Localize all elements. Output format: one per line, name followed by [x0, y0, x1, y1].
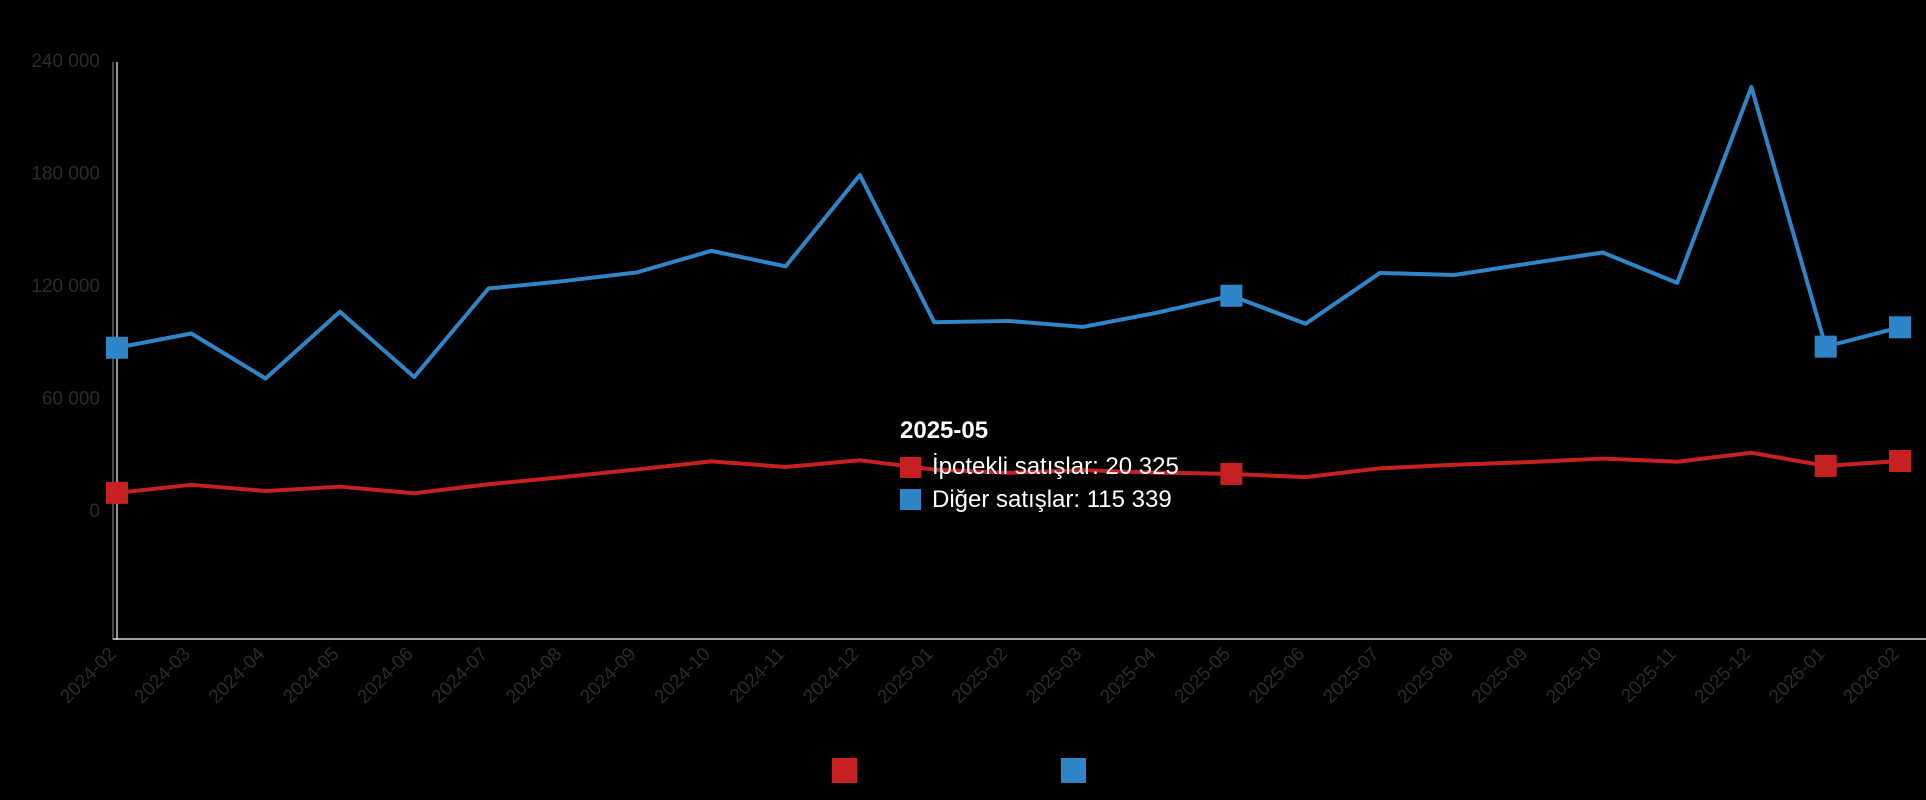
data-point-marker[interactable] [106, 336, 128, 359]
y-tick-label: 60 000 [42, 389, 100, 410]
x-tick-label: 2024-04 [205, 643, 269, 707]
x-tick-label: 2026-02 [1839, 644, 1903, 708]
x-tick-label: 2024-11 [726, 644, 789, 707]
x-tick-label: 2024-06 [354, 644, 418, 708]
x-tick-label: 2026-01 [1765, 644, 1829, 708]
y-tick-label: 0 [89, 501, 100, 522]
x-tick-label: 2024-08 [502, 644, 566, 708]
x-tick-label: 2025-11 [1617, 644, 1680, 707]
x-tick-label: 2025-05 [1171, 644, 1235, 708]
data-point-marker[interactable] [1889, 316, 1911, 339]
legend-item-mortgage[interactable]: İpotekli satışlar [832, 757, 865, 783]
legend-item-other[interactable]: Diğer satışlar [1061, 757, 1094, 783]
chart-legend: İpotekli satışlar Diğer satışlar [0, 752, 1926, 788]
series-group [115, 84, 1902, 496]
x-tick-label: 2024-09 [576, 644, 640, 708]
y-tick-label: 120 000 [31, 276, 100, 297]
marker-group[interactable] [106, 284, 1911, 504]
x-tick-label: 2025-01 [874, 644, 938, 708]
x-tick-label: 2025-02 [948, 644, 1012, 708]
x-tick-label: 2025-04 [1096, 643, 1160, 707]
x-tick-label: 2025-10 [1542, 644, 1606, 708]
x-tick-label: 2024-05 [279, 644, 343, 708]
legend-swatch-mortgage[interactable] [832, 757, 857, 783]
series-line-mortgage [115, 450, 1902, 496]
legend-swatch-other[interactable] [1061, 757, 1086, 783]
x-tick-label: 2024-02 [56, 644, 120, 708]
x-tick-label: 2024-03 [131, 644, 195, 708]
x-tick-label: 2025-03 [1022, 644, 1086, 708]
data-point-marker[interactable] [1814, 335, 1837, 358]
data-point-marker[interactable] [1814, 454, 1837, 477]
x-tick-label: 2024-12 [799, 644, 863, 708]
x-tick-label: 2025-09 [1468, 644, 1532, 708]
series-line-other [115, 84, 1902, 381]
y-axis-tick-group: 0 60 000 120 000 180 000 240 000 [31, 51, 100, 522]
x-tick-label: 2025-06 [1245, 644, 1309, 708]
x-tick-label: 2025-12 [1691, 644, 1755, 708]
x-tick-label: 2024-07 [428, 644, 492, 708]
x-tick-label: 2024-10 [651, 644, 715, 708]
x-tick-label: 2025-07 [1319, 644, 1383, 708]
y-tick-label: 240 000 [31, 51, 100, 72]
data-point-marker[interactable] [1889, 450, 1911, 472]
x-axis-tick-group: 2024-02 2024-03 2024-04 2024-05 2024-06 2024-… [56, 643, 1903, 707]
y-tick-label: 180 000 [31, 164, 100, 185]
data-point-marker[interactable] [1220, 462, 1243, 485]
data-point-marker[interactable] [106, 481, 128, 504]
data-point-marker[interactable] [1220, 284, 1243, 307]
x-tick-label: 2025-08 [1394, 644, 1458, 708]
